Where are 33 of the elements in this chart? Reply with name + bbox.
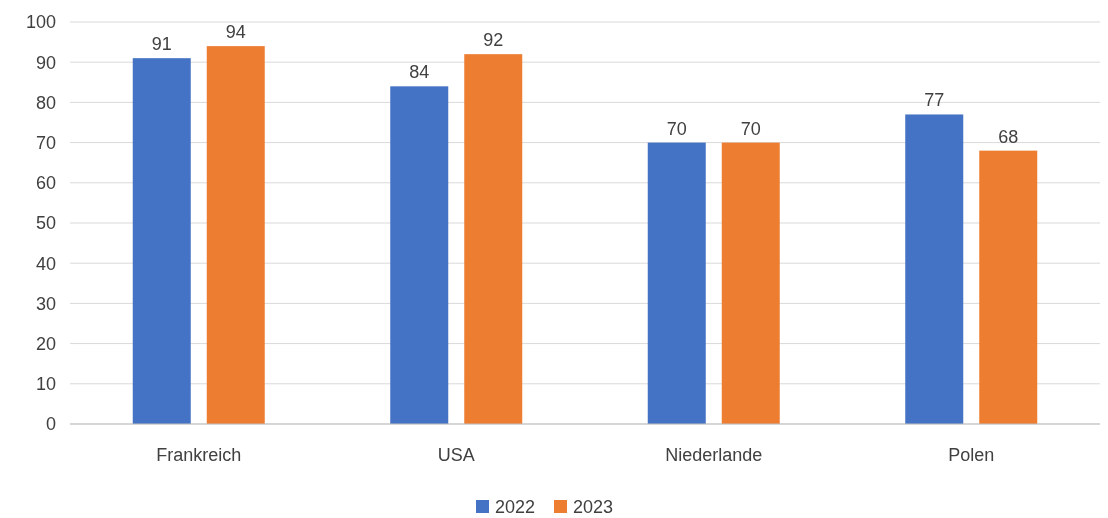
- bar: [979, 150, 1038, 424]
- y-tick-label: 100: [25, 12, 56, 33]
- x-tick-label: Polen: [948, 445, 995, 465]
- bar: [464, 54, 523, 424]
- bar: [905, 114, 964, 424]
- bar: [721, 142, 780, 424]
- legend-label: 2023: [573, 497, 614, 518]
- data-label: 92: [483, 30, 504, 51]
- x-tick-label: USA: [437, 445, 475, 465]
- bar: [206, 46, 265, 424]
- bar: [390, 86, 449, 424]
- data-label: 70: [666, 118, 687, 139]
- y-tick-label: 80: [35, 92, 56, 113]
- y-tick-label: 0: [45, 414, 56, 435]
- data-label: 68: [998, 126, 1019, 147]
- data-label: 70: [740, 118, 761, 139]
- y-tick-label: 30: [35, 293, 56, 314]
- data-label: 91: [151, 34, 172, 55]
- bar: [647, 142, 706, 424]
- x-tick-label: Frankreich: [156, 445, 242, 465]
- y-tick-label: 90: [35, 52, 56, 73]
- y-tick-label: 60: [35, 173, 56, 194]
- legend-label: 2022: [495, 497, 536, 518]
- data-label: 77: [924, 90, 945, 111]
- bar: [132, 58, 191, 424]
- y-tick-label: 20: [35, 333, 56, 354]
- y-tick-label: 10: [35, 374, 56, 395]
- y-tick-label: 40: [35, 253, 56, 274]
- data-label: 94: [225, 22, 246, 43]
- x-tick-label: Niederlande: [665, 445, 763, 465]
- y-tick-label: 70: [35, 132, 56, 153]
- y-tick-label: 50: [35, 213, 56, 234]
- data-label: 84: [409, 62, 430, 83]
